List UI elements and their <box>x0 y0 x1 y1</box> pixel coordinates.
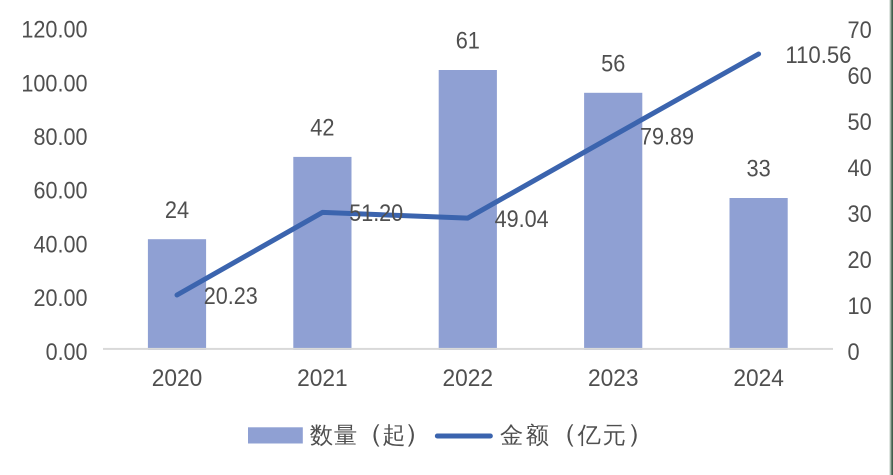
svg-text:10: 10 <box>848 293 872 320</box>
svg-text:2024: 2024 <box>733 365 784 392</box>
svg-text:0: 0 <box>848 339 860 366</box>
svg-text:70: 70 <box>848 17 872 44</box>
svg-text:33: 33 <box>747 156 771 183</box>
svg-text:56: 56 <box>601 51 625 78</box>
svg-text:40.00: 40.00 <box>34 231 88 258</box>
svg-text:60.00: 60.00 <box>34 178 88 205</box>
svg-text:2023: 2023 <box>588 365 639 392</box>
svg-text:80.00: 80.00 <box>34 124 88 151</box>
svg-text:50: 50 <box>848 109 872 136</box>
svg-text:20.23: 20.23 <box>204 283 258 310</box>
svg-text:0.00: 0.00 <box>46 339 88 366</box>
svg-text:2022: 2022 <box>443 365 494 392</box>
svg-text:40: 40 <box>848 155 872 182</box>
svg-text:100.00: 100.00 <box>21 70 87 97</box>
svg-text:20.00: 20.00 <box>34 285 88 312</box>
svg-text:20: 20 <box>848 247 872 274</box>
svg-text:51.20: 51.20 <box>349 200 403 227</box>
svg-text:24: 24 <box>165 197 189 224</box>
svg-text:42: 42 <box>310 115 334 142</box>
svg-text:61: 61 <box>456 28 480 55</box>
svg-text:60: 60 <box>848 63 872 90</box>
svg-text:110.56: 110.56 <box>785 42 851 69</box>
svg-text:120.00: 120.00 <box>21 17 87 44</box>
svg-text:49.04: 49.04 <box>495 206 549 233</box>
svg-text:30: 30 <box>848 201 872 228</box>
svg-text:79.89: 79.89 <box>640 124 694 151</box>
svg-text:2020: 2020 <box>152 365 203 392</box>
svg-text:2021: 2021 <box>297 365 348 392</box>
